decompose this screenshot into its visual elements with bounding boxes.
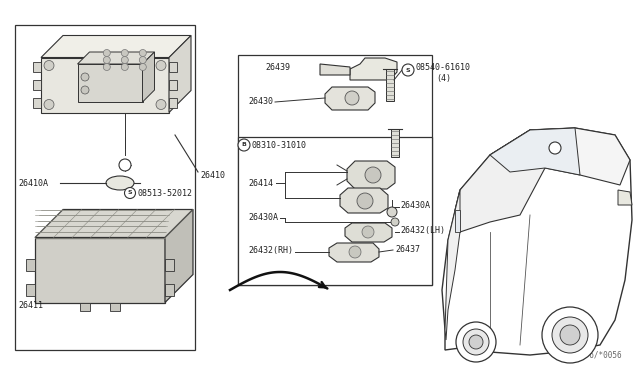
Circle shape: [552, 317, 588, 353]
Circle shape: [140, 57, 147, 64]
Text: 26439: 26439: [265, 64, 290, 73]
Circle shape: [44, 61, 54, 71]
Circle shape: [456, 322, 496, 362]
Polygon shape: [490, 128, 630, 185]
Polygon shape: [80, 302, 90, 311]
Text: 26432(RH): 26432(RH): [248, 246, 293, 254]
Text: 08513-52012: 08513-52012: [137, 189, 192, 198]
Circle shape: [357, 193, 373, 209]
Circle shape: [125, 187, 136, 199]
Polygon shape: [165, 259, 174, 271]
Circle shape: [81, 86, 89, 94]
Text: 26430: 26430: [248, 97, 273, 106]
Circle shape: [463, 329, 489, 355]
Text: ^P6/*0056: ^P6/*0056: [580, 351, 622, 360]
Polygon shape: [340, 188, 388, 213]
Polygon shape: [165, 284, 174, 296]
Polygon shape: [320, 64, 350, 75]
Polygon shape: [169, 35, 191, 112]
Polygon shape: [169, 98, 177, 108]
Text: 26410: 26410: [200, 170, 225, 180]
Polygon shape: [455, 210, 460, 232]
Text: 26437: 26437: [395, 246, 420, 254]
Circle shape: [238, 139, 250, 151]
Polygon shape: [345, 223, 392, 242]
Polygon shape: [490, 128, 580, 175]
Text: 26430A: 26430A: [400, 201, 430, 209]
Bar: [15, 25, 195, 350]
Text: 26432(LH): 26432(LH): [400, 225, 445, 234]
Text: 26411: 26411: [18, 301, 43, 310]
Circle shape: [365, 167, 381, 183]
Polygon shape: [169, 62, 177, 72]
Polygon shape: [455, 130, 545, 232]
Polygon shape: [445, 190, 460, 340]
Circle shape: [549, 142, 561, 154]
Circle shape: [362, 226, 374, 238]
Polygon shape: [35, 237, 165, 302]
Circle shape: [402, 64, 414, 76]
Polygon shape: [329, 243, 379, 262]
Polygon shape: [391, 129, 399, 157]
Circle shape: [391, 218, 399, 226]
Ellipse shape: [106, 176, 134, 190]
Bar: [238, 137, 432, 285]
Polygon shape: [26, 259, 35, 271]
Circle shape: [140, 49, 147, 57]
Circle shape: [44, 99, 54, 109]
Text: B: B: [241, 142, 246, 148]
Circle shape: [542, 307, 598, 363]
Bar: [238, 55, 432, 285]
Polygon shape: [77, 52, 154, 64]
Circle shape: [560, 325, 580, 345]
Polygon shape: [41, 35, 191, 58]
Circle shape: [122, 57, 128, 64]
Polygon shape: [325, 87, 375, 110]
Circle shape: [345, 91, 359, 105]
Polygon shape: [33, 98, 41, 108]
Circle shape: [119, 159, 131, 171]
Text: 26410A: 26410A: [18, 179, 48, 187]
Circle shape: [469, 335, 483, 349]
Polygon shape: [33, 62, 41, 72]
Circle shape: [387, 207, 397, 217]
Polygon shape: [41, 58, 169, 112]
Circle shape: [156, 61, 166, 71]
Polygon shape: [77, 64, 143, 102]
Text: (4): (4): [436, 74, 451, 83]
Polygon shape: [350, 58, 397, 80]
Circle shape: [122, 64, 128, 71]
Circle shape: [122, 49, 128, 57]
Circle shape: [156, 99, 166, 109]
Text: 08310-31010: 08310-31010: [252, 141, 307, 150]
Text: S: S: [128, 190, 132, 196]
Polygon shape: [143, 52, 154, 102]
Polygon shape: [618, 190, 632, 205]
Circle shape: [81, 73, 89, 81]
Circle shape: [103, 64, 110, 71]
Polygon shape: [347, 161, 395, 189]
Text: 08540-61610: 08540-61610: [416, 64, 471, 73]
Polygon shape: [165, 209, 193, 302]
Text: 26414: 26414: [248, 179, 273, 187]
Circle shape: [140, 64, 147, 71]
Polygon shape: [442, 128, 632, 355]
Circle shape: [103, 49, 110, 57]
Polygon shape: [35, 209, 193, 237]
Polygon shape: [386, 69, 394, 101]
Circle shape: [103, 57, 110, 64]
Circle shape: [349, 246, 361, 258]
Polygon shape: [33, 80, 41, 90]
Polygon shape: [110, 302, 120, 311]
Text: 26430A: 26430A: [248, 214, 278, 222]
Polygon shape: [169, 80, 177, 90]
Polygon shape: [26, 284, 35, 296]
Text: S: S: [406, 67, 410, 73]
